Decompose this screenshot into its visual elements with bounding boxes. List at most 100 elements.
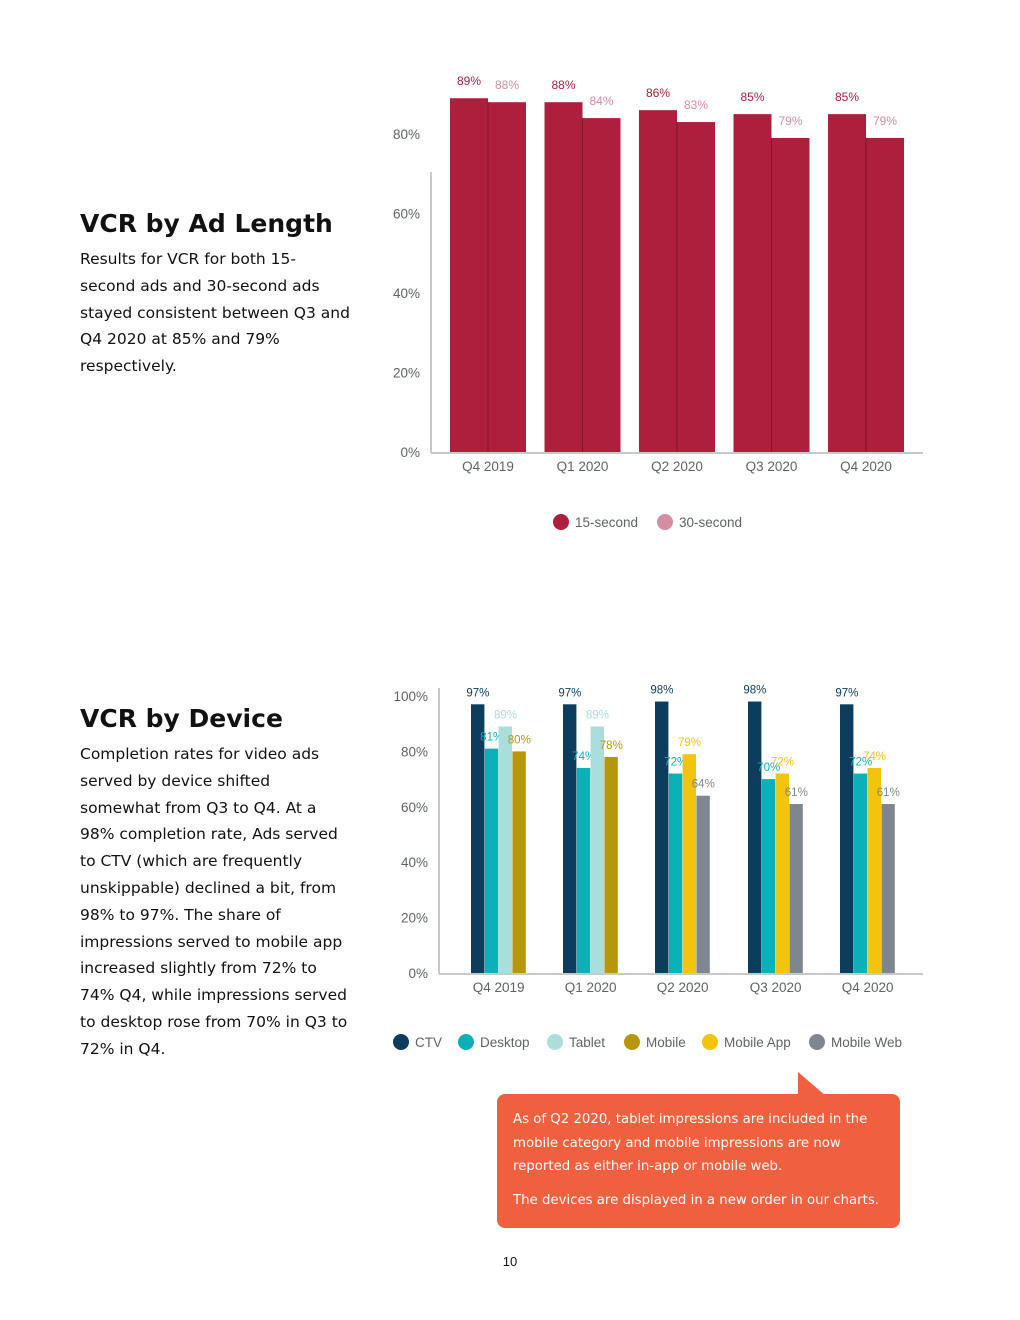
legend-marker-15-second	[553, 514, 569, 530]
bar-tablet-q4-2019	[498, 726, 512, 973]
data-label: 78%	[600, 740, 623, 752]
data-label: 85%	[835, 90, 859, 104]
section-text-ad-length: Results for VCR for both 15-second ads a…	[80, 250, 350, 376]
bar-mobile-app-q4-2020	[867, 768, 881, 973]
bar-30-second-q1-2020	[582, 118, 621, 452]
x-tick-label: Q1 2020	[557, 459, 609, 474]
bar-15-second-q4-2019	[450, 98, 488, 452]
bar-mobile-web-q2-2020	[696, 795, 710, 973]
device-note-callout: As of Q2 2020, tablet impressions are in…	[497, 1094, 900, 1228]
y-tick-label: 20%	[393, 366, 420, 381]
data-label: 81%	[480, 732, 503, 744]
chart-vcr-by-device: 0% 20% 40% 60% 80% 100% 97% 81% 89% 80% Q4 2019 97%…	[393, 685, 923, 1050]
x-tick-label: Q3 2020	[750, 980, 802, 995]
data-label: 97%	[835, 687, 858, 699]
bar-30-second-q3-2020	[771, 137, 810, 452]
data-label: 72%	[849, 757, 872, 769]
bar-mobile-q4-2019	[512, 751, 526, 973]
data-label: 74%	[863, 751, 886, 763]
legend-marker-ctv	[393, 1034, 409, 1050]
data-label: 89%	[494, 709, 517, 721]
legend-marker-mobile	[624, 1034, 640, 1050]
data-label: 79%	[778, 114, 802, 128]
data-label: 98%	[743, 685, 766, 697]
bar-mobile-app-q2-2020	[682, 754, 696, 973]
y-tick-label: 40%	[393, 286, 420, 301]
bar-ctv-q4-2020	[840, 704, 854, 973]
bar-ctv-q2-2020	[655, 701, 669, 973]
bar-15-second-q1-2020	[544, 102, 583, 452]
data-label: 86%	[646, 86, 670, 100]
legend-marker-desktop	[458, 1034, 474, 1050]
callout-note-2: The devices are displayed in a new order…	[513, 1192, 880, 1208]
x-tick-label: Q1 2020	[565, 980, 617, 995]
bar-tablet-q1-2020	[590, 726, 604, 973]
x-tick-label: Q4 2020	[842, 980, 894, 995]
legend-label-mobile: Mobile	[646, 1035, 686, 1050]
bar-desktop-q4-2019	[484, 748, 499, 973]
data-label: 79%	[678, 737, 701, 749]
legend-label-mobile-web: Mobile Web	[831, 1035, 902, 1050]
bar-15-second-q4-2020	[828, 114, 866, 452]
data-label: 98%	[650, 685, 673, 697]
bar-ctv-q1-2020	[563, 704, 577, 973]
x-tick-label: Q4 2020	[840, 459, 892, 474]
data-label: 79%	[873, 114, 897, 128]
legend-label-desktop: Desktop	[480, 1035, 530, 1050]
legend-marker-mobile-web	[809, 1034, 825, 1050]
callout-note-1: As of Q2 2020, tablet impressions are in…	[513, 1112, 868, 1174]
bar-desktop-q2-2020	[668, 773, 683, 973]
data-label: 72%	[771, 757, 794, 769]
bar-30-second-q4-2019	[488, 102, 526, 452]
legend-label-15-second: 15-second	[575, 515, 638, 530]
data-label: 64%	[692, 779, 715, 791]
y-tick-label: 40%	[401, 855, 428, 870]
y-tick-label: 60%	[401, 800, 428, 815]
legend-label-30-second: 30-second	[679, 515, 742, 530]
section-title-ad-length: VCR by Ad Length	[80, 209, 333, 238]
y-tick-label: 0%	[400, 445, 420, 460]
bar-15-second-q3-2020	[733, 114, 772, 452]
bar-15-second-q2-2020	[639, 110, 677, 453]
y-tick-label: 80%	[393, 127, 420, 142]
data-label: 97%	[466, 687, 489, 699]
data-label: 97%	[558, 687, 581, 699]
y-tick-label: 100%	[393, 689, 428, 704]
legend-marker-mobile-app	[702, 1034, 718, 1050]
bar-desktop-q3-2020	[761, 779, 776, 973]
chart-vcr-by-ad-length: 0% 20% 40% 60% 80% 89% 88% Q4 2019 88% 84% Q1 2020…	[393, 74, 923, 530]
y-tick-label: 20%	[401, 911, 428, 926]
x-tick-label: Q2 2020	[651, 459, 703, 474]
y-tick-label: 60%	[393, 207, 420, 222]
legend-marker-30-second	[657, 514, 673, 530]
data-label: 89%	[586, 709, 609, 721]
y-tick-label: 80%	[401, 744, 428, 759]
bar-mobile-web-q4-2020	[881, 804, 895, 973]
data-label: 74%	[572, 751, 595, 763]
bar-30-second-q2-2020	[677, 122, 715, 452]
data-label: 84%	[589, 94, 613, 108]
page-number: 10	[502, 1254, 518, 1269]
data-label: 83%	[684, 98, 708, 112]
data-label: 70%	[757, 762, 780, 774]
x-tick-label: Q2 2020	[657, 980, 709, 995]
data-label: 72%	[664, 757, 687, 769]
bar-ctv-q3-2020	[748, 701, 762, 973]
callout-tail	[798, 1072, 826, 1096]
data-label: 80%	[508, 734, 531, 746]
bar-mobile-app-q3-2020	[775, 773, 789, 973]
data-label: 61%	[877, 787, 900, 799]
bar-desktop-q4-2020	[853, 773, 868, 973]
section-text-device: Completion rates for video ads served by…	[80, 745, 348, 1058]
data-label: 88%	[551, 78, 575, 92]
bar-desktop-q1-2020	[576, 768, 591, 973]
bar-mobile-web-q3-2020	[789, 804, 803, 973]
bar-ctv-q4-2019	[471, 704, 485, 973]
data-label: 89%	[457, 74, 481, 88]
x-tick-label: Q3 2020	[746, 459, 798, 474]
data-label: 61%	[785, 787, 808, 799]
data-label: 88%	[495, 78, 519, 92]
y-tick-label: 0%	[408, 966, 428, 981]
x-tick-label: Q4 2019	[473, 980, 525, 995]
section-title-device: VCR by Device	[80, 704, 283, 733]
